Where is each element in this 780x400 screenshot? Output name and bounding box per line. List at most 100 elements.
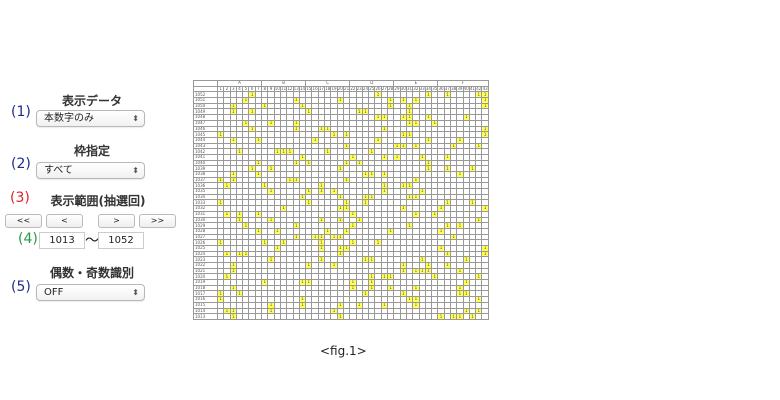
prev-button[interactable]: < bbox=[46, 214, 83, 228]
grid-cell bbox=[424, 307, 433, 315]
number-header: 19 bbox=[330, 85, 338, 93]
grid-cell bbox=[273, 114, 281, 121]
grid-cell bbox=[279, 119, 288, 127]
grid-cell bbox=[286, 108, 294, 116]
grid-cell bbox=[267, 91, 275, 99]
grid-cell bbox=[286, 102, 294, 110]
grid-cell bbox=[405, 273, 414, 281]
grid-cell bbox=[311, 119, 319, 127]
grid-cell bbox=[267, 114, 275, 121]
grid-cell bbox=[292, 114, 300, 121]
display-data-select[interactable]: 本数字のみ ⬍ bbox=[36, 110, 145, 127]
marker-2: (2) bbox=[11, 156, 31, 172]
grid-cell bbox=[336, 91, 344, 99]
hit-cell: 1 bbox=[405, 119, 414, 127]
grid-cell bbox=[431, 262, 439, 269]
grid-cell bbox=[361, 267, 370, 275]
range-label: 表示範囲(抽選回) bbox=[50, 194, 146, 208]
hit-cell: 1 bbox=[330, 262, 338, 269]
grid-cell bbox=[462, 313, 470, 320]
grid-cell bbox=[393, 262, 401, 269]
grid-cell bbox=[273, 296, 281, 303]
frame-select[interactable]: すべて ⬍ bbox=[36, 162, 145, 179]
last-button[interactable]: >> bbox=[139, 214, 176, 228]
grid-cell bbox=[330, 256, 338, 263]
grid-cell bbox=[412, 102, 420, 110]
grid-cell bbox=[443, 296, 452, 303]
hit-cell: 1 bbox=[424, 114, 433, 121]
grid-cell bbox=[399, 301, 407, 309]
grid-cell bbox=[399, 256, 407, 263]
results-grid: A B C D E F 1 2 3 4 5 6 7 8 9 10 11 12 13 14 15 16 17 18 19 20 21 2… bbox=[193, 80, 489, 320]
grid-cell bbox=[317, 273, 326, 281]
grid-cell bbox=[386, 307, 395, 315]
next-button[interactable]: > bbox=[98, 214, 135, 228]
grid-cell bbox=[261, 301, 269, 309]
grid-cell bbox=[374, 262, 382, 269]
grid-cell bbox=[349, 307, 357, 315]
grid-cell bbox=[254, 256, 263, 263]
grid-cell bbox=[431, 102, 439, 110]
grid-cell bbox=[317, 313, 326, 320]
grid-cell bbox=[279, 256, 288, 263]
grid-cell bbox=[437, 102, 445, 110]
grid-cell bbox=[431, 97, 439, 104]
grid-cell bbox=[468, 296, 477, 303]
grid-cell bbox=[431, 108, 439, 116]
grid-cell bbox=[443, 114, 452, 121]
grid-cell bbox=[475, 313, 483, 320]
grid-cell bbox=[418, 273, 426, 281]
hit-cell: 1 bbox=[336, 97, 344, 104]
grid-cell bbox=[254, 284, 263, 292]
marker-5: (5) bbox=[11, 279, 31, 295]
grid-cell bbox=[292, 256, 300, 263]
grid-cell bbox=[298, 114, 307, 121]
updown-chevron-icon: ⬍ bbox=[132, 166, 139, 175]
number-header: 9 bbox=[267, 85, 275, 93]
grid-cell bbox=[261, 91, 269, 99]
grid-cell bbox=[481, 301, 489, 309]
number-header: 42 bbox=[475, 85, 483, 93]
range-from-input[interactable]: 1013 bbox=[39, 232, 85, 249]
grid-cell bbox=[437, 91, 445, 99]
frame-label: 枠指定 bbox=[73, 144, 110, 158]
display-data-value: 本数字のみ bbox=[44, 113, 94, 124]
first-button[interactable]: << bbox=[5, 214, 42, 228]
grid-cell bbox=[317, 262, 326, 269]
grid-cell bbox=[368, 119, 376, 127]
grid-cell bbox=[311, 273, 319, 281]
grid-cell bbox=[412, 108, 420, 116]
grid-cell bbox=[374, 296, 382, 303]
grid-cell bbox=[481, 262, 489, 269]
grid-cell bbox=[286, 273, 294, 281]
round-label: 1013 bbox=[193, 313, 218, 320]
updown-chevron-icon: ⬍ bbox=[132, 114, 139, 123]
number-header: 34 bbox=[424, 85, 433, 93]
grid-cell bbox=[393, 307, 401, 315]
grid-cell bbox=[330, 284, 338, 292]
hit-cell: 1 bbox=[386, 273, 395, 281]
grid-cell bbox=[431, 301, 439, 309]
grid-cell bbox=[393, 256, 401, 263]
grid-cell bbox=[475, 267, 483, 275]
grid-cell bbox=[311, 284, 319, 292]
grid-cell bbox=[349, 313, 357, 320]
grid-cell bbox=[279, 273, 288, 281]
grid-cell bbox=[330, 97, 338, 104]
grid-cell bbox=[393, 102, 401, 110]
range-to-input[interactable]: 1052 bbox=[98, 232, 144, 249]
grid-cell bbox=[368, 102, 376, 110]
grid-cell bbox=[393, 301, 401, 309]
grid-cell bbox=[355, 262, 363, 269]
grid-cell bbox=[273, 290, 281, 298]
grid-cell bbox=[292, 267, 300, 275]
parity-select[interactable]: OFF ⬍ bbox=[36, 284, 145, 301]
table-row: 1015 1 1 1 1 1 1 bbox=[193, 301, 489, 309]
range-separator: 〜 bbox=[85, 233, 99, 249]
grid-cell bbox=[374, 313, 382, 320]
number-header: 43 bbox=[481, 85, 489, 93]
grid-cell bbox=[449, 91, 458, 99]
grid-cell bbox=[286, 119, 294, 127]
hit-cell: 1 bbox=[368, 256, 376, 263]
table-row: 1039 1 1 1 1 1 1 bbox=[193, 165, 489, 172]
